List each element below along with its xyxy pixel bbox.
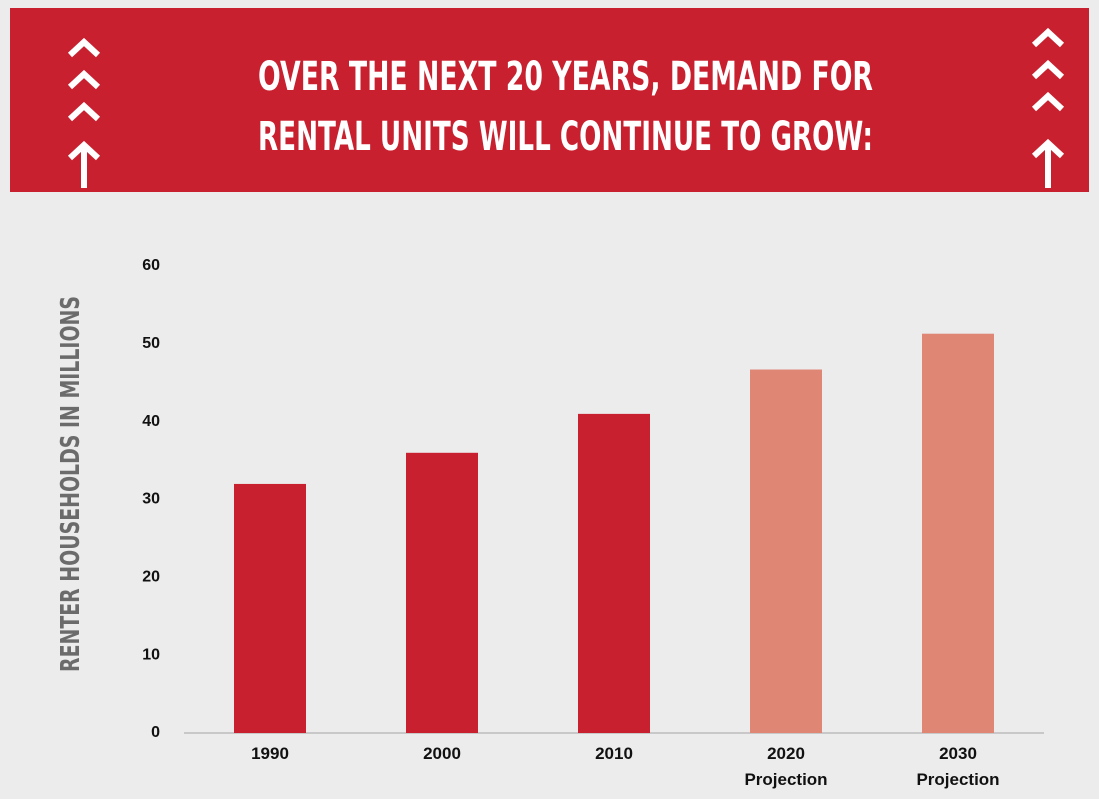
y-tick-label: 10 xyxy=(142,646,160,663)
x-tick-label: 2030 Projection xyxy=(916,744,1000,789)
bar xyxy=(578,413,650,733)
y-tick-label: 40 xyxy=(142,413,160,430)
y-tick-label: 0 xyxy=(151,724,160,741)
x-tick-label: 1990 xyxy=(251,744,289,763)
x-tick-label: 2020 Projection xyxy=(744,744,828,789)
bar xyxy=(750,369,822,733)
bar xyxy=(922,333,994,733)
chart-title: RENTAL UNITS WILL CONTINUE TO GROW: xyxy=(258,114,873,160)
y-tick-label: 60 xyxy=(142,257,160,274)
y-tick-label: 30 xyxy=(142,491,160,508)
chart-title: OVER THE NEXT 20 YEARS, DEMAND FOR xyxy=(258,54,873,100)
y-tick-label: 20 xyxy=(142,569,160,586)
banner xyxy=(10,8,1089,192)
x-tick-label: 2010 xyxy=(595,744,633,763)
x-tick-label: 2000 xyxy=(423,744,461,763)
y-axis-label: RENTER HOUSEHOLDS IN MILLIONS xyxy=(56,296,86,672)
bar xyxy=(406,452,478,733)
y-tick-label: 50 xyxy=(142,335,160,352)
chevrons xyxy=(67,27,1065,188)
bar xyxy=(234,483,306,733)
